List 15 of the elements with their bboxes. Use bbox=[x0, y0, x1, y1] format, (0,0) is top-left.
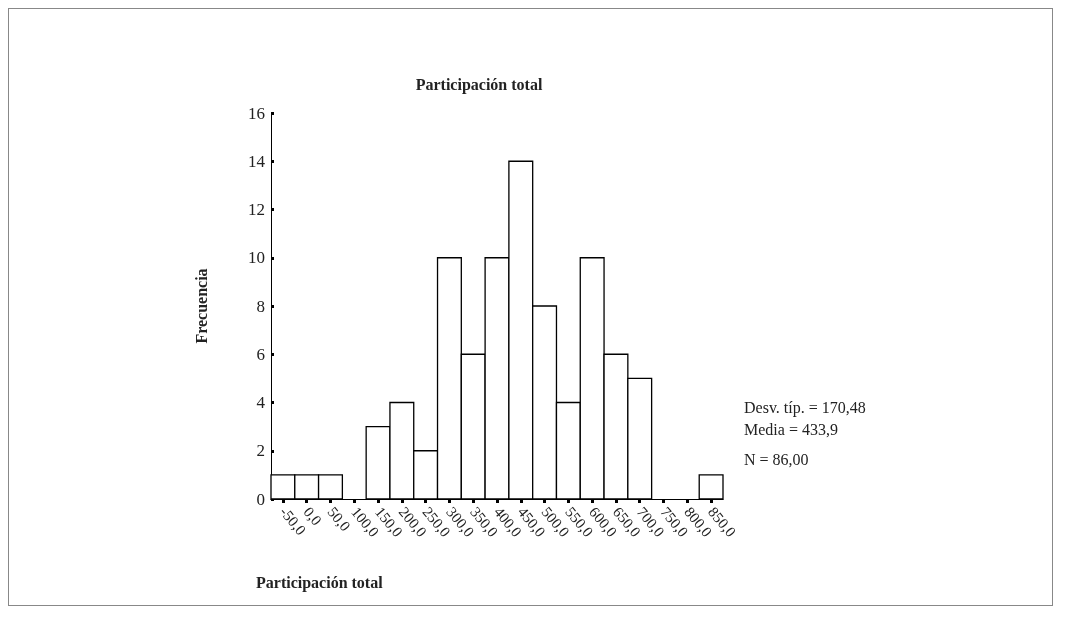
y-tick-label: 2 bbox=[256, 441, 265, 461]
y-tick-label: 10 bbox=[248, 248, 265, 268]
text: Media = 433,9 bbox=[744, 420, 838, 438]
y-axis-title: Frecuencia bbox=[192, 268, 210, 344]
text: Desv. típ. = 170,48 bbox=[744, 398, 866, 417]
y-tick-label: 14 bbox=[248, 151, 266, 171]
y-tick-label: 12 bbox=[248, 200, 265, 219]
chart-title: Participación total bbox=[415, 75, 543, 94]
x-axis-title: Participación total bbox=[256, 573, 384, 592]
y-tick-label: 16 bbox=[248, 103, 265, 123]
y-tick-label: 4 bbox=[256, 393, 266, 412]
y-tick-label: 6 bbox=[256, 344, 265, 364]
y-tick-label: 8 bbox=[256, 296, 265, 316]
y-tick-label: 0 bbox=[256, 489, 265, 509]
text: N = 86,00 bbox=[744, 450, 809, 468]
